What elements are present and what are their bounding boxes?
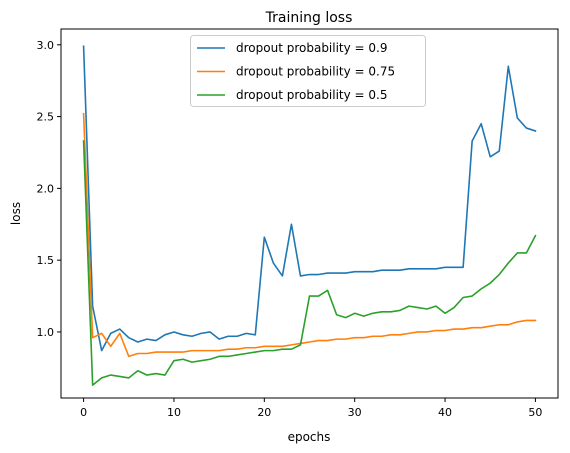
legend-label: dropout probability = 0.5 [236,88,388,102]
y-tick-label: 1.5 [37,254,55,267]
plot-lines [82,45,537,386]
x-tick-label: 40 [438,406,452,419]
series-line-2 [82,112,537,358]
x-axis-label: epochs [288,430,331,444]
y-tick-label: 3.0 [37,39,55,52]
y-tick-label: 1.0 [37,326,55,339]
series-line-3 [82,140,537,386]
series-line-1 [82,45,537,352]
x-tick-label: 0 [80,406,87,419]
legend-box [190,35,426,107]
legend: dropout probability = 0.9 dropout probabi… [190,35,426,107]
legend-label: dropout probability = 0.75 [236,65,395,79]
y-tick-label: 2.0 [37,182,55,195]
y-axis-label: loss [9,202,23,225]
legend-label: dropout probability = 0.9 [236,41,388,55]
x-tick-label: 50 [528,406,542,419]
axes-frame [60,28,559,399]
x-tick-label: 10 [167,406,181,419]
x-tick-label: 30 [348,406,362,419]
y-axis: 1.0 1.5 2.0 2.5 3.0 [37,39,61,339]
y-tick-label: 2.5 [37,111,55,124]
chart-title: Training loss [265,10,353,26]
x-axis: 0 10 20 30 40 50 [80,398,542,419]
x-tick-label: 20 [257,406,271,419]
